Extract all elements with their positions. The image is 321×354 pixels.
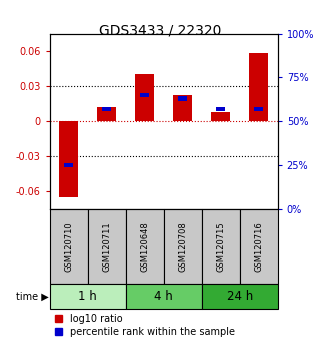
Bar xyxy=(126,285,202,309)
Bar xyxy=(240,209,278,285)
Bar xyxy=(249,53,268,121)
Text: GSM120710: GSM120710 xyxy=(64,221,73,272)
Bar xyxy=(178,96,187,101)
Text: 4 h: 4 h xyxy=(154,290,173,303)
Bar xyxy=(202,285,278,309)
Bar xyxy=(64,162,74,167)
Text: GSM120716: GSM120716 xyxy=(254,221,263,272)
Text: GSM120711: GSM120711 xyxy=(102,221,111,272)
Bar xyxy=(164,209,202,285)
Bar xyxy=(173,96,192,121)
Bar xyxy=(140,92,150,97)
Bar xyxy=(97,107,116,121)
Text: GSM120715: GSM120715 xyxy=(216,221,225,272)
Text: 1 h: 1 h xyxy=(78,290,97,303)
Bar xyxy=(102,107,111,111)
Bar xyxy=(211,112,230,121)
Legend: log10 ratio, percentile rank within the sample: log10 ratio, percentile rank within the … xyxy=(55,314,235,337)
Bar xyxy=(88,209,126,285)
Bar xyxy=(202,209,240,285)
Text: GSM120648: GSM120648 xyxy=(140,221,149,272)
Bar xyxy=(50,285,126,309)
Bar xyxy=(126,209,164,285)
Bar xyxy=(50,209,88,285)
Bar xyxy=(135,74,154,121)
Text: GSM120708: GSM120708 xyxy=(178,221,187,272)
Text: time ▶: time ▶ xyxy=(16,292,49,302)
Text: GDS3433 / 22320: GDS3433 / 22320 xyxy=(99,23,222,37)
Bar xyxy=(59,121,78,197)
Text: 24 h: 24 h xyxy=(227,290,253,303)
Bar xyxy=(216,107,225,111)
Bar xyxy=(254,107,264,111)
